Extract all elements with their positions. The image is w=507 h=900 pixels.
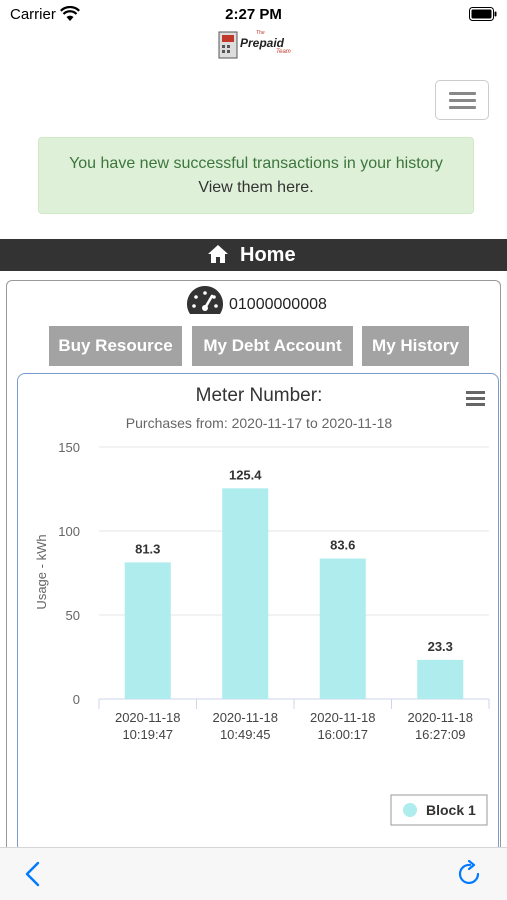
x-tick-label: 2020-11-18 — [212, 710, 278, 725]
y-tick-label: 50 — [66, 608, 80, 623]
y-tick-label: 0 — [73, 692, 80, 707]
clock-label: 2:27 PM — [225, 6, 282, 23]
usage-chart: Meter Number: Purchases from: 2020-11-17… — [17, 373, 499, 853]
y-tick-label: 100 — [58, 524, 80, 539]
bar[interactable] — [222, 488, 269, 699]
x-tick-label: 16:27:09 — [415, 727, 466, 742]
meter-panel — [6, 280, 501, 880]
debt-account-button[interactable]: My Debt Account — [192, 326, 353, 366]
meter-number: 01000000008 — [229, 296, 327, 313]
transactions-alert[interactable]: You have new successful transactions in … — [38, 137, 474, 214]
y-tick-label: 150 — [58, 440, 80, 455]
logo-word: Prepaid — [240, 36, 285, 50]
hamburger-line — [449, 99, 476, 102]
logo-the: The — [256, 30, 265, 36]
chart-menu-icon[interactable] — [466, 391, 485, 406]
home-icon — [208, 245, 228, 263]
alert-message: You have new successful transactions in … — [69, 155, 443, 172]
buy-resource-button[interactable]: Buy Resource — [49, 326, 182, 366]
x-tick-label: 10:19:47 — [122, 727, 173, 742]
prepaid-team-logo[interactable]: The Prepaid Team — [218, 30, 300, 60]
logo-team: Team — [276, 49, 291, 55]
x-tick-label: 2020-11-18 — [115, 710, 181, 725]
wifi-icon — [60, 6, 80, 21]
data-label: 83.6 — [330, 538, 355, 553]
history-button[interactable]: My History — [362, 326, 469, 366]
bar[interactable] — [417, 659, 464, 699]
usage-chart-svg: Meter Number: Purchases from: 2020-11-17… — [34, 385, 490, 826]
battery-icon — [469, 7, 497, 21]
menu-toggle-button[interactable] — [435, 80, 489, 120]
y-axis-title: Usage - kWh — [34, 534, 49, 609]
x-tick-label: 10:49:45 — [220, 727, 271, 742]
home-header: Home — [0, 239, 507, 271]
x-tick-label: 16:00:17 — [317, 727, 368, 742]
x-tick-label: 2020-11-18 — [407, 710, 473, 725]
data-label: 125.4 — [229, 467, 262, 482]
status-bar: Carrier 2:27 PM — [0, 0, 507, 28]
data-label: 23.3 — [428, 639, 453, 654]
browser-toolbar — [0, 847, 507, 900]
gauge-icon — [186, 285, 224, 314]
home-title: Home — [240, 244, 296, 266]
x-tick-label: 2020-11-18 — [310, 710, 376, 725]
chart-subtitle: Purchases from: 2020-11-17 to 2020-11-18 — [126, 415, 393, 431]
back-chevron-icon[interactable] — [22, 861, 46, 887]
meter-logo-icon — [218, 31, 238, 59]
alert-view-link[interactable]: View them here. — [198, 179, 314, 196]
hamburger-line — [449, 92, 476, 95]
data-label: 81.3 — [135, 541, 160, 556]
chart-title: Meter Number: — [196, 385, 323, 406]
chart-legend[interactable]: Block 1 — [390, 794, 488, 826]
bar[interactable] — [319, 558, 366, 699]
hamburger-line — [449, 106, 476, 109]
bar[interactable] — [124, 562, 171, 699]
legend-label: Block 1 — [426, 802, 476, 818]
carrier-label: Carrier — [10, 6, 56, 23]
reload-icon[interactable] — [456, 860, 484, 888]
